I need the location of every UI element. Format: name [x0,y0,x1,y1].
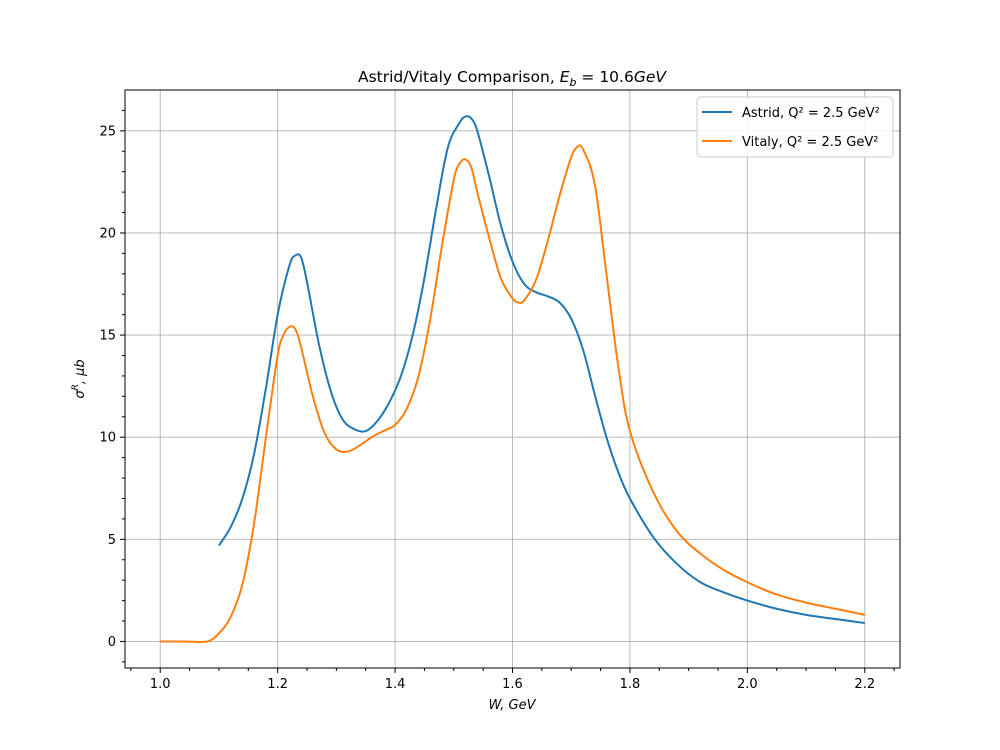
x-tick-label: 2.2 [854,677,875,692]
chart-title: Astrid/Vitaly Comparison, Eb = 10.6GeV [358,68,667,89]
grid [125,90,900,668]
x-axis-label: W, GeV [488,698,536,713]
legend: Astrid, Q² = 2.5 GeV² Vitaly, Q² = 2.5 G… [696,96,894,158]
series-line-astrid [218,115,865,625]
x-tick-label: 1.4 [385,677,406,692]
y-axis-label: σR, μb [71,359,88,398]
y-tick-label: 10 [99,431,116,446]
legend-label-vitaly: Vitaly, Q² = 2.5 GeV² [742,135,878,150]
y-tick-label: 0 [108,635,116,650]
legend-box [696,96,894,158]
plot-lines [160,115,865,644]
x-tick-label: 1.0 [150,677,171,692]
y-tick-label: 15 [99,329,116,344]
x-axis: 1.0 1.2 1.4 1.6 1.8 2.0 2.2 [130,668,895,692]
series-line-vitaly [160,144,865,644]
x-tick-label: 2.0 [737,677,758,692]
x-tick-label: 1.2 [267,677,288,692]
legend-label-astrid: Astrid, Q² = 2.5 GeV² [742,106,880,121]
x-tick-label: 1.6 [502,677,523,692]
y-tick-label: 5 [108,533,116,548]
x-tick-label: 1.8 [620,677,641,692]
y-axis: 0 5 10 15 20 25 [99,109,125,663]
y-tick-label: 20 [99,226,116,241]
y-tick-label: 25 [99,124,116,139]
